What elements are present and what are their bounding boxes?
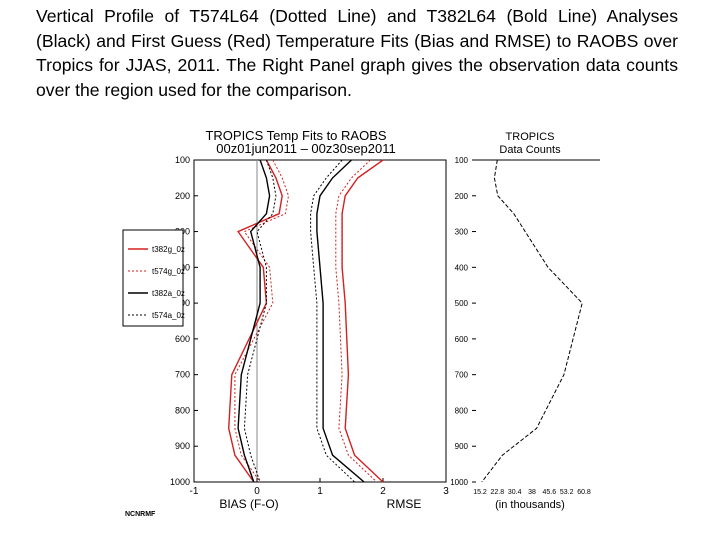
t574a_0z-bias-line <box>243 159 277 483</box>
t574g_0z-rmse-line <box>335 159 378 483</box>
counts-series-group <box>481 159 583 483</box>
bias-axis-label: BIAS (F-O) <box>219 497 278 511</box>
figure-caption: Vertical Profile of T574L64 (Dotted Line… <box>36 6 678 100</box>
counts-axis-label: (in thousands) <box>495 499 565 511</box>
counts-y-tick-label: 900 <box>455 442 469 451</box>
main-series-group <box>227 159 384 483</box>
main-y-tick-label: 900 <box>175 441 190 451</box>
main-y-tick-label: 100 <box>175 155 190 165</box>
legend-label-t574g_0z: t574g_0z <box>152 267 185 276</box>
t574g_0z-bias-line <box>234 159 290 483</box>
footer-logo: NCNRMF <box>125 511 156 518</box>
counts-y-tick-label: 200 <box>455 192 469 201</box>
counts-y-tick-label: 100 <box>455 156 469 165</box>
main-plot-frame <box>193 159 447 483</box>
rmse-axis-label: RMSE <box>387 497 422 511</box>
main-x-tick-label: 3 <box>443 486 449 497</box>
counts-subtitle: Data Counts <box>499 144 561 156</box>
counts-y-tick-label: 800 <box>455 406 469 415</box>
counts-y-tick-label: 600 <box>455 335 469 344</box>
counts-x-tick-label: 22.8 <box>491 489 505 496</box>
counts-y-tick-label: 700 <box>455 371 469 380</box>
t382g_0z-bias-line <box>227 159 283 483</box>
counts-line <box>481 159 583 483</box>
t574a_0z-rmse-line <box>310 159 355 483</box>
main-x-tick-label: 2 <box>380 486 386 497</box>
t382a_0z-bias-line <box>237 159 271 483</box>
counts-title: TROPICS <box>506 131 555 143</box>
main-y-tick-label: 800 <box>175 405 190 415</box>
main-y-tick-label: 700 <box>175 370 190 380</box>
legend-label-t382g_0z: t382g_0z <box>152 245 185 254</box>
counts-x-tick-label: 45.6 <box>543 489 557 496</box>
counts-x-tick-label: 38 <box>528 489 536 496</box>
counts-x-tick-label: 15.2 <box>473 489 487 496</box>
counts-y-tick-label: 500 <box>455 299 469 308</box>
legend-label-t574a_0z: t574a_0z <box>152 311 185 320</box>
legend-box <box>122 229 184 327</box>
counts-y-tick-label: 400 <box>455 263 469 272</box>
counts-y-tick-label: 300 <box>455 228 469 237</box>
counts-x-tick-label: 60.8 <box>577 489 591 496</box>
main-x-tick-label: 0 <box>254 486 260 497</box>
counts-x-tick-label: 53.2 <box>560 489 574 496</box>
chart-title: TROPICS Temp Fits to RAOBS <box>205 128 386 143</box>
counts-x-tick-label: 30.4 <box>508 489 522 496</box>
t382a_0z-rmse-line <box>316 159 365 483</box>
main-y-tick-label: 1000 <box>170 477 190 487</box>
t382g_0z-rmse-line <box>341 159 384 483</box>
main-y-tick-label: 200 <box>175 191 190 201</box>
counts-y-tick-label: 1000 <box>450 478 468 487</box>
legend: t382g_0z t574g_0z t382a_0z t574a_0z <box>128 245 185 320</box>
chart-subtitle: 00z01jun2011 – 00z30sep2011 <box>216 141 396 156</box>
main-y-tick-label: 600 <box>175 334 190 344</box>
main-x-tick-label: 1 <box>317 486 323 497</box>
main-x-tick-label: -1 <box>190 486 199 497</box>
legend-label-t382a_0z: t382a_0z <box>152 289 185 298</box>
